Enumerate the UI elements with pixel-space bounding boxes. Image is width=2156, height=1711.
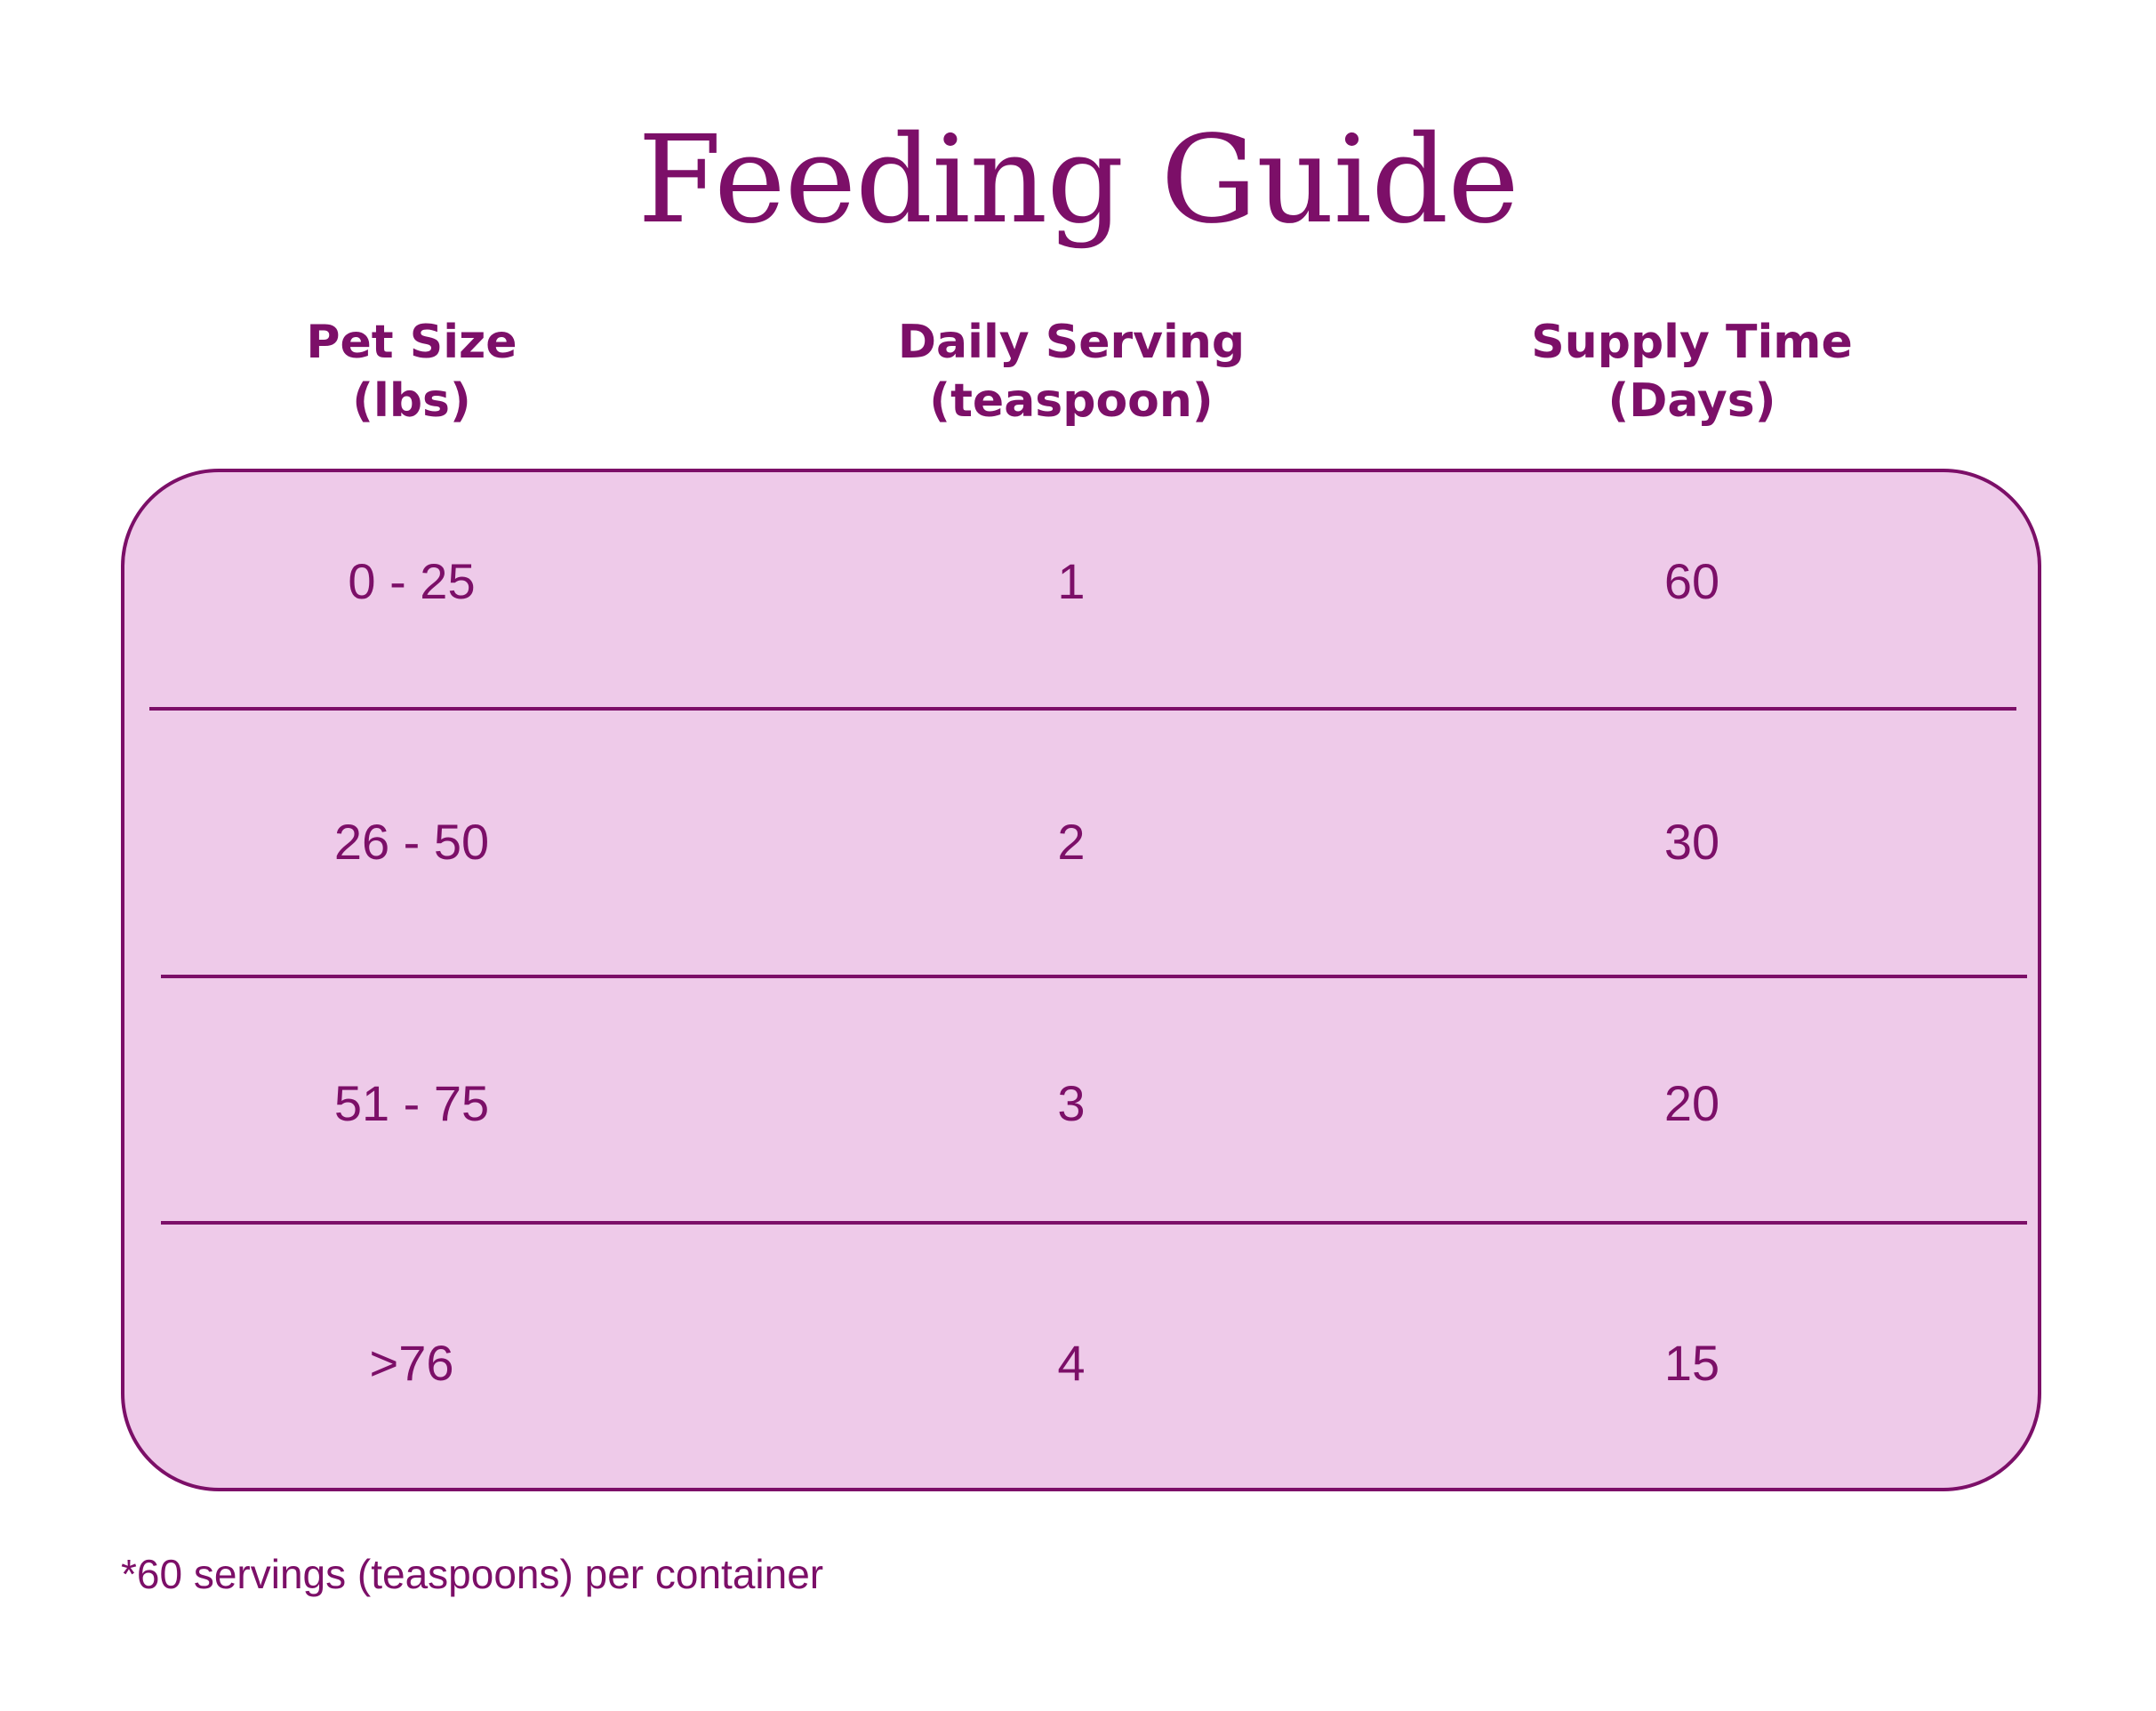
row-divider [161, 1221, 2027, 1225]
table-cell-pet-size: 0 - 25 [348, 553, 476, 609]
table-cell-daily-serving: 3 [1057, 1075, 1086, 1131]
table-cell-pet-size: 51 - 75 [333, 1075, 490, 1131]
row-divider [161, 975, 2027, 978]
column-header-pet-size-line2: (lbs) [352, 374, 471, 428]
table-cell-daily-serving: 2 [1057, 814, 1086, 870]
page-title: Feeding Guide [637, 110, 1519, 251]
column-header-daily-serving-line2: (teaspoon) [929, 374, 1214, 428]
table-cell-daily-serving: 1 [1057, 553, 1086, 609]
table-cell-pet-size: 26 - 50 [333, 814, 490, 870]
column-header-daily-serving: Daily Serving (teaspoon) [760, 313, 1383, 430]
column-header-daily-serving-line1: Daily Serving [897, 316, 1246, 369]
table-cell-pet-size: >76 [369, 1335, 454, 1391]
column-header-supply-time-line1: Supply Time [1531, 316, 1853, 369]
table-cell-daily-serving: 4 [1057, 1335, 1086, 1391]
feeding-table [121, 469, 2041, 1491]
column-header-pet-size: Pet Size (lbs) [100, 313, 723, 430]
footnote: *60 servings (teaspoons) per container [121, 1551, 824, 1597]
column-header-supply-time: Supply Time (Days) [1381, 313, 2003, 430]
column-header-pet-size-line1: Pet Size [306, 316, 517, 369]
table-cell-supply-time: 15 [1663, 1335, 1720, 1391]
column-header-supply-time-line2: (Days) [1607, 374, 1776, 428]
table-cell-supply-time: 20 [1663, 1075, 1720, 1131]
table-cell-supply-time: 30 [1663, 814, 1720, 870]
row-divider [149, 707, 2016, 711]
table-cell-supply-time: 60 [1663, 553, 1720, 609]
